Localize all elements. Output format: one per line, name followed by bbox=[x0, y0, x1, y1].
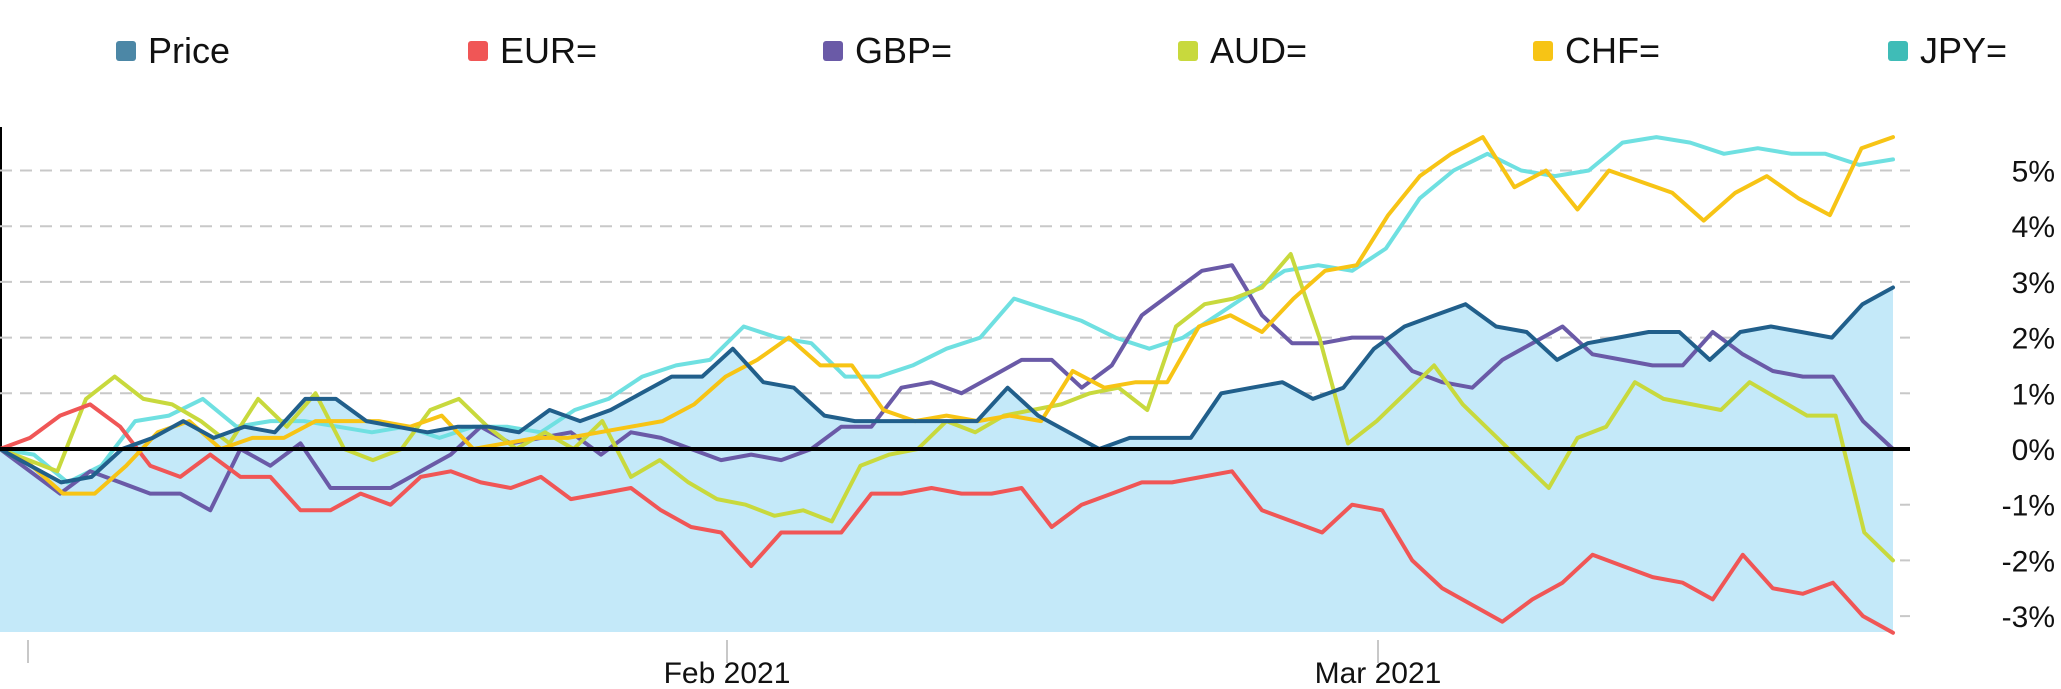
y-tick-label: 2% bbox=[2012, 323, 2055, 356]
y-tick-label: -3% bbox=[2002, 601, 2055, 634]
series-line-gbp bbox=[0, 263, 1895, 513]
legend-swatch bbox=[1888, 41, 1908, 61]
legend-item-chf[interactable]: CHF= bbox=[1533, 30, 1660, 72]
y-tick-label: 5% bbox=[2012, 156, 2055, 189]
legend-label: AUD= bbox=[1210, 30, 1308, 71]
legend-label: JPY= bbox=[1920, 30, 2008, 71]
legend-item-gbp[interactable]: GBP= bbox=[823, 30, 952, 72]
legend-swatch bbox=[823, 41, 843, 61]
series-line-chf bbox=[0, 135, 1895, 496]
legend-item-eur[interactable]: EUR= bbox=[468, 30, 597, 72]
series-line-price bbox=[0, 285, 1895, 485]
legend-swatch bbox=[468, 41, 488, 61]
legend-item-price[interactable]: Price bbox=[116, 30, 230, 72]
x-tick-label: Feb 2021 bbox=[664, 657, 791, 689]
legend-item-aud[interactable]: AUD= bbox=[1178, 30, 1307, 72]
x-tick-label: Mar 2021 bbox=[1315, 657, 1442, 689]
series-line-eur bbox=[0, 402, 1895, 635]
legend-label: EUR= bbox=[500, 30, 598, 71]
y-tick-label: 0% bbox=[2012, 434, 2055, 467]
legend-label: Price bbox=[148, 30, 231, 71]
legend-swatch bbox=[1533, 41, 1553, 61]
y-tick-label: 1% bbox=[2012, 378, 2055, 411]
legend: Price EUR= GBP= AUD= CHF= JPY= bbox=[0, 30, 2061, 90]
y-tick-label: 4% bbox=[2012, 211, 2055, 244]
y-tick-label: -2% bbox=[2002, 545, 2055, 578]
legend-item-jpy[interactable]: JPY= bbox=[1888, 30, 2007, 72]
legend-swatch bbox=[1178, 41, 1198, 61]
legend-label: CHF= bbox=[1565, 30, 1661, 71]
y-tick-label: -1% bbox=[2002, 490, 2055, 523]
y-tick-label: 3% bbox=[2012, 267, 2055, 300]
legend-swatch bbox=[116, 41, 136, 61]
legend-label: GBP= bbox=[855, 30, 953, 71]
